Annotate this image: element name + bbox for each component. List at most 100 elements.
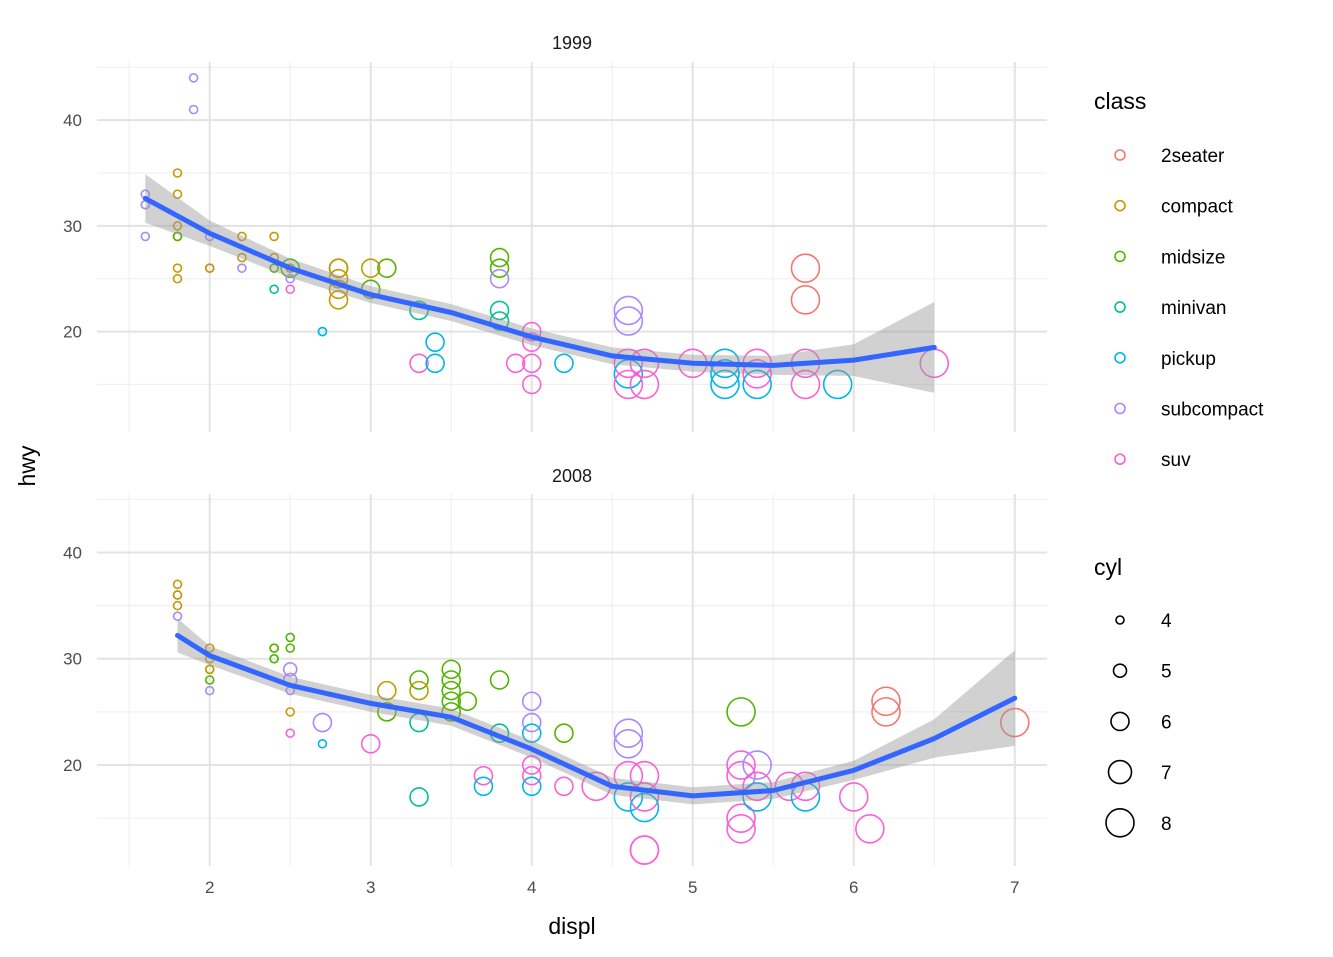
legend-class-key — [1114, 250, 1126, 263]
data-point — [629, 782, 660, 812]
data-point — [285, 273, 296, 284]
data-point — [285, 284, 296, 295]
x-tick-label: 2 — [205, 878, 214, 897]
data-point — [441, 670, 462, 690]
x-tick-label: 5 — [688, 878, 697, 897]
legend-class-label: subcompact — [1161, 400, 1264, 421]
legend-cyl-key — [1105, 807, 1135, 838]
smooth-line — [142, 195, 937, 368]
data-point — [613, 782, 644, 812]
data-point — [317, 738, 328, 749]
legend-class-key — [1114, 149, 1126, 161]
legend-cyl-key — [1115, 615, 1125, 625]
data-point — [726, 697, 756, 727]
data-point — [285, 643, 296, 653]
data-point — [489, 247, 510, 268]
data-point — [269, 263, 279, 273]
data-point — [377, 702, 397, 722]
data-point — [269, 231, 279, 242]
data-point — [280, 258, 301, 278]
data-point — [285, 707, 296, 717]
data-point — [204, 685, 215, 696]
legend-cyl-label: 7 — [1161, 763, 1172, 784]
panel-1999: 1999 20 30 40 — [63, 33, 1047, 432]
legend-cyl-label: 4 — [1161, 611, 1172, 632]
data-point — [409, 680, 429, 701]
legend-class-key — [1114, 199, 1126, 212]
legend-cyl-title: cyl — [1094, 554, 1122, 580]
data-point — [521, 374, 542, 395]
data-point — [360, 733, 381, 754]
data-point — [742, 359, 772, 389]
data-point — [613, 728, 644, 759]
data-point — [613, 369, 644, 400]
data-point — [742, 782, 772, 812]
data-point — [521, 723, 542, 743]
data-point — [554, 353, 574, 374]
data-point — [742, 750, 772, 780]
data-point — [172, 611, 183, 622]
data-point — [425, 332, 445, 352]
data-point — [360, 258, 381, 278]
data-point — [629, 792, 660, 823]
data-point — [473, 765, 494, 786]
legend-class-key — [1114, 301, 1126, 313]
data-point — [172, 231, 183, 242]
y-tick-label: 20 — [63, 323, 82, 342]
legend-cyl-label: 8 — [1161, 814, 1172, 835]
y-axis-title: hwy — [14, 445, 40, 486]
data-point — [409, 787, 429, 807]
legend-class-label: midsize — [1161, 247, 1225, 268]
legend-cyl-key — [1112, 663, 1128, 679]
legend-class-label: 2seater — [1161, 146, 1225, 167]
data-point — [204, 664, 215, 675]
data-point — [790, 253, 821, 283]
data-point — [441, 702, 462, 722]
legend-class-label: compact — [1161, 197, 1234, 218]
data-point — [790, 285, 821, 315]
facet-strip-label: 1999 — [552, 33, 592, 53]
data-point — [204, 263, 215, 273]
data-point — [409, 670, 429, 690]
data-point — [269, 284, 279, 295]
data-point — [521, 691, 542, 712]
data-point — [521, 776, 542, 797]
legend-cyl-key — [1107, 759, 1133, 785]
data-point — [377, 680, 397, 701]
data-point — [172, 263, 183, 273]
x-tick-label: 6 — [849, 878, 858, 897]
data-point — [774, 771, 805, 802]
data-point — [489, 311, 510, 331]
legend-class-key — [1114, 453, 1126, 466]
legend-cyl-label: 5 — [1161, 662, 1172, 683]
y-tick-label: 40 — [63, 543, 82, 562]
data-point — [312, 712, 333, 733]
data-point — [726, 803, 756, 833]
data-point — [425, 353, 445, 374]
legend: class 2seater compact midsize minivan pickup s… — [1094, 88, 1264, 838]
data-point — [204, 675, 215, 685]
data-point — [855, 813, 885, 844]
data-point — [726, 813, 756, 844]
legend-class-key — [1114, 351, 1126, 364]
y-tick-label: 40 — [63, 111, 82, 130]
data-point — [285, 728, 296, 738]
data-point — [613, 295, 644, 326]
data-point — [317, 326, 328, 337]
data-point — [838, 782, 869, 812]
confidence-band — [145, 174, 935, 393]
data-point — [489, 670, 510, 690]
data-point — [822, 369, 853, 400]
data-point — [521, 353, 542, 374]
plot-panels: 1999 20 30 40 2008 20 30 40 2 3 4 5 6 7 — [63, 33, 1047, 897]
data-point — [237, 252, 247, 263]
data-point — [441, 680, 462, 701]
data-point — [441, 691, 462, 712]
data-point — [172, 221, 183, 231]
data-point — [188, 73, 199, 83]
data-point — [726, 760, 756, 791]
data-point — [441, 659, 462, 680]
data-point — [172, 273, 183, 284]
data-point — [457, 691, 478, 712]
legend-class-key — [1114, 402, 1126, 415]
